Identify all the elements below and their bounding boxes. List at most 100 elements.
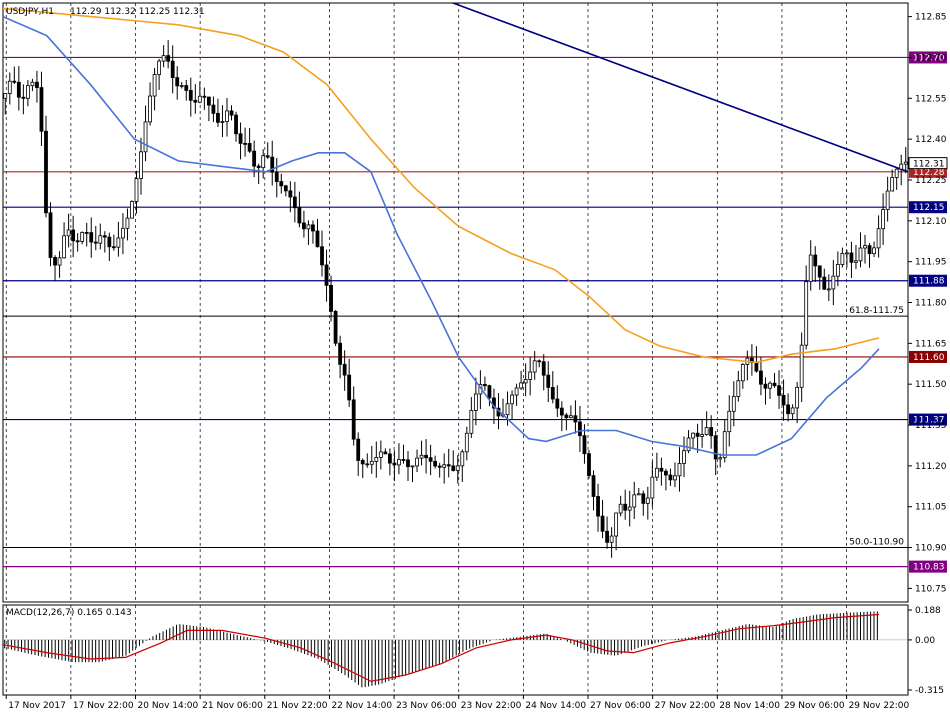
ytick-label: 111.20 [915, 462, 947, 472]
candle-body [35, 81, 39, 88]
candle-body [16, 81, 21, 98]
candle-body [324, 264, 329, 286]
candle-body [347, 374, 352, 401]
candle-body [899, 163, 904, 170]
candle-body [528, 371, 533, 380]
candle-body [473, 393, 478, 411]
level-tag [909, 51, 947, 64]
candle-body [532, 360, 537, 373]
ytick-label: 112.10 [915, 217, 947, 227]
candle-body [514, 387, 519, 396]
candle-body [188, 90, 193, 101]
macd-frame [2, 604, 909, 696]
macd-signal-line [2, 613, 880, 682]
xtick-label: 17 Nov 22:00 [73, 701, 134, 711]
ytick-label: 112.85 [915, 13, 947, 23]
candle-body [329, 284, 333, 312]
candle-body [460, 451, 465, 467]
candle-body [243, 143, 247, 145]
xtick-label: 23 Nov 06:00 [396, 701, 457, 711]
candle-body [356, 438, 361, 461]
ytick-label: 111.95 [915, 258, 947, 268]
ytick-label: 110.90 [915, 544, 947, 554]
candle-body [410, 465, 415, 468]
ytick-label: 111.80 [915, 299, 947, 309]
candle-body [279, 181, 284, 187]
candle-body [523, 379, 528, 384]
candle-body [306, 224, 311, 230]
candle-body [184, 85, 189, 91]
candle-body [225, 110, 229, 122]
candle-body [664, 470, 668, 476]
price-axis: 112.85 112.70 112.55 112.40 112.25 112.10 111.… [908, 13, 947, 594]
candle-body [424, 454, 428, 459]
candle-body [550, 387, 555, 400]
candle-body [786, 404, 790, 415]
candle-body [369, 460, 374, 465]
candle-body [216, 112, 220, 123]
price-series [2, 7, 908, 558]
ytick-label: 111.65 [915, 339, 947, 349]
candle-body [419, 454, 424, 459]
level-tag-label: 111.37 [913, 416, 945, 426]
candle-body [93, 241, 98, 244]
candle-body [673, 475, 677, 481]
candle-body [53, 257, 57, 266]
level-tag-label: 112.15 [913, 203, 945, 213]
macd-label: MACD(12,26,7) 0.165 0.143 [6, 608, 132, 618]
candle-body [849, 252, 854, 263]
candle-body [134, 178, 139, 202]
candle-body [75, 240, 80, 243]
xtick-label: 23 Nov 22:00 [461, 701, 522, 711]
candle-body [297, 207, 302, 224]
candle-body [578, 421, 582, 437]
candle-body [704, 427, 709, 436]
candle-body [596, 496, 600, 517]
candle-body [469, 410, 474, 434]
candle-body [903, 161, 908, 165]
candle-body [759, 370, 763, 385]
candle-body [220, 121, 225, 123]
candle-body [89, 232, 94, 243]
candle-body [175, 77, 180, 87]
candle-body [111, 246, 116, 249]
candle-body [211, 104, 216, 114]
xtick-label: 24 Nov 14:00 [525, 701, 586, 711]
candle-body [274, 171, 279, 182]
level-tag-label: 111.88 [913, 277, 945, 287]
xtick-label: 28 Nov 14:00 [719, 701, 780, 711]
candle-body [270, 156, 275, 173]
candle-body [483, 384, 487, 387]
candle-body [691, 432, 695, 439]
candle-body [709, 427, 714, 437]
candle-body [772, 382, 777, 387]
candle-body [39, 87, 44, 132]
macd-axis: 0.188 0.00 -0.315 [908, 606, 944, 696]
level-tag [909, 350, 947, 363]
horizontal-levels: 112.70 112.28 112.15 111.88 111.60 111.37 110.… [3, 2, 948, 573]
candle-body [315, 230, 320, 248]
candle-body [139, 151, 143, 179]
candle-body [193, 99, 198, 103]
macd-grid [2, 604, 909, 696]
candle-body [881, 209, 886, 230]
candle-body [885, 190, 890, 211]
candle-body [437, 465, 442, 468]
xtick-label: 20 Nov 14:00 [138, 701, 199, 711]
candle-body [845, 252, 849, 255]
candle-body [179, 85, 184, 87]
current-price-label: 112.31 [913, 160, 945, 170]
candle-body [686, 437, 691, 452]
candle-body [763, 383, 768, 389]
current-price-tag [908, 157, 948, 170]
candle-body [731, 396, 736, 412]
candle-body [890, 177, 895, 192]
candle-body [428, 457, 433, 462]
candle-body [822, 276, 827, 290]
candle-body [338, 342, 343, 365]
candle-body [682, 450, 686, 464]
candle-body [636, 493, 641, 496]
candle-body [582, 435, 587, 455]
candle-body [62, 235, 66, 259]
candle-body [487, 385, 492, 399]
